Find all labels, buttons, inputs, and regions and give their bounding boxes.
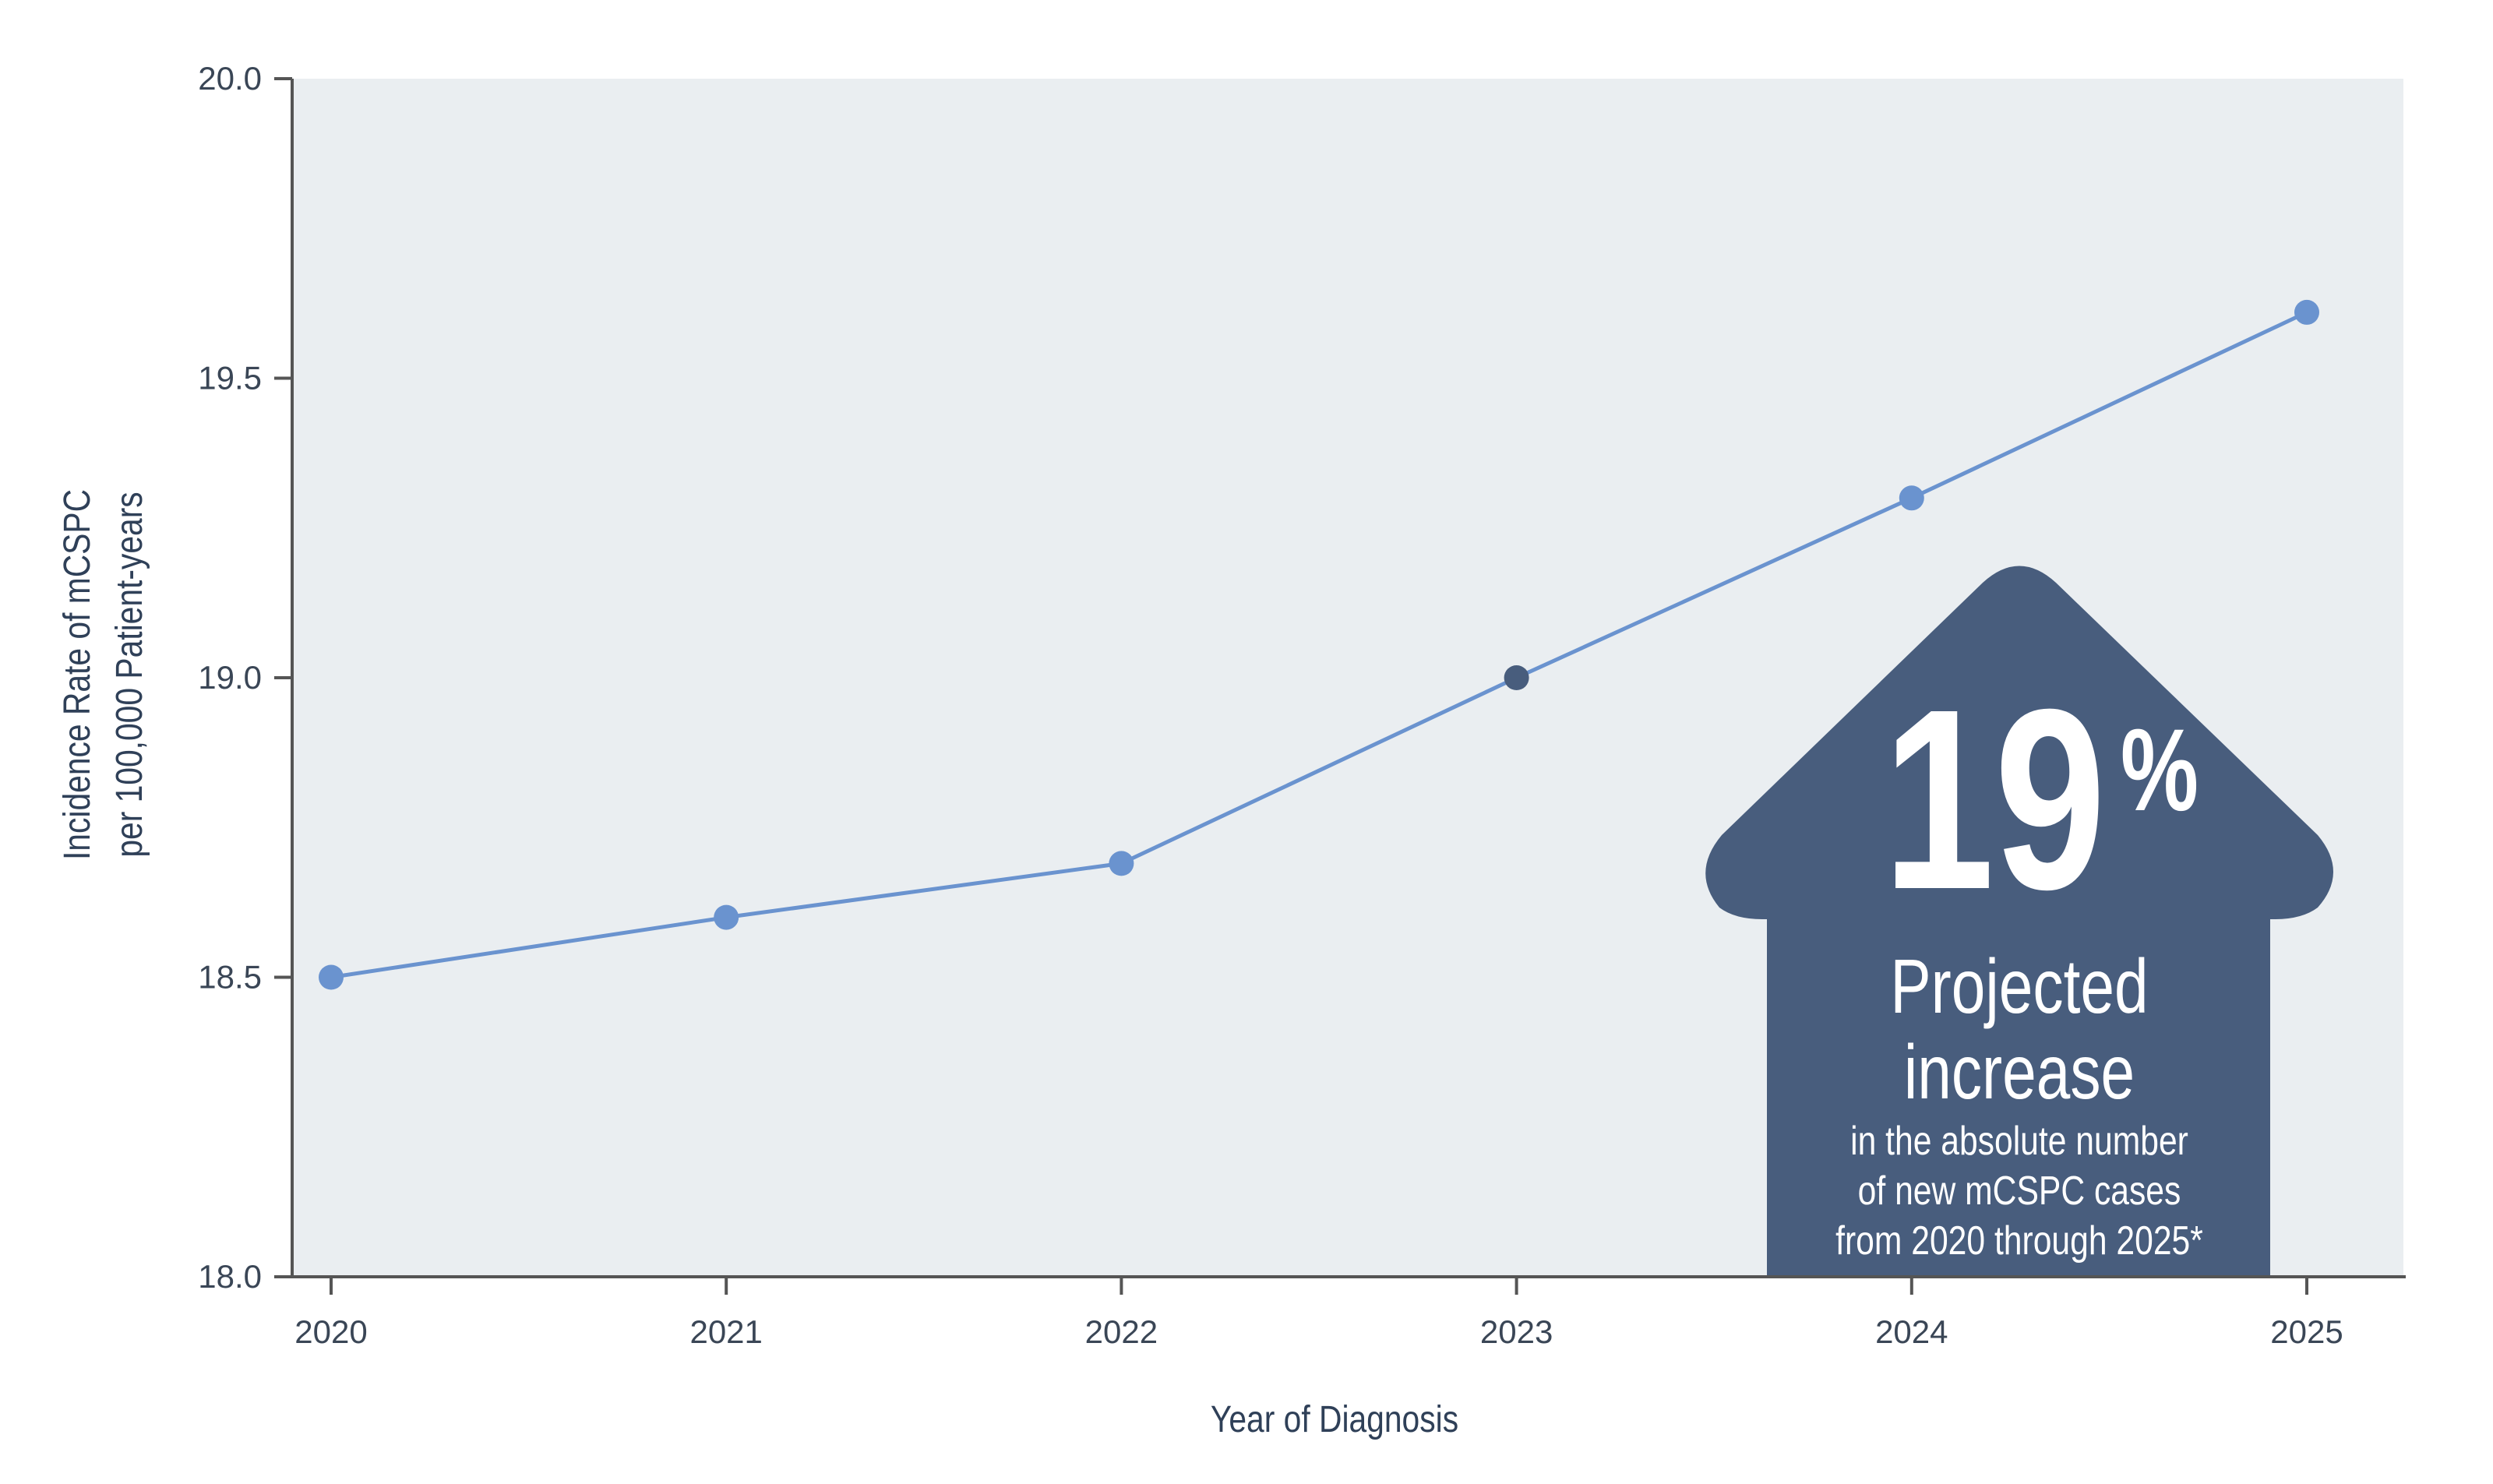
x-tick-label: 2023 [1480, 1313, 1553, 1350]
data-point-2024 [1899, 485, 1924, 511]
line-segment [330, 915, 727, 979]
data-point-2023 [1504, 665, 1529, 690]
y-axis-title-line-1: Incidence Rate of mCSPC [57, 489, 98, 860]
x-tick-label: 2025 [2270, 1313, 2343, 1350]
line-segment [725, 861, 1122, 920]
y-tick-label: 18.0 [198, 1258, 262, 1295]
callout-headline-1: Projected [1890, 944, 2148, 1029]
data-point-2020 [319, 964, 344, 990]
callout-unit: % [2121, 705, 2199, 835]
x-tick-label: 2020 [294, 1313, 367, 1350]
y-axis-title-line-2: per 100,000 Patient-years [109, 492, 150, 857]
x-axis-title: Year of Diagnosis [1211, 1399, 1458, 1440]
callout-headline-2: increase [1904, 1030, 2135, 1115]
callout-detail-1: in the absolute number [1850, 1119, 2188, 1164]
y-tick-label: 18.5 [198, 959, 262, 996]
line-segment [1515, 496, 1913, 680]
callout-value: 19 [1883, 655, 2106, 943]
callout-detail-2: of new mCSPC cases [1858, 1169, 2181, 1214]
line-segment [1120, 675, 1518, 865]
y-tick-label: 19.5 [198, 360, 262, 397]
up-arrow-icon [1705, 566, 2333, 1277]
x-tick-label: 2021 [689, 1313, 762, 1350]
line-segment [1910, 310, 2308, 500]
callout-detail-3: from 2020 through 2025* [1835, 1218, 2203, 1264]
y-tick-label: 19.0 [198, 659, 262, 696]
data-point-2025 [2294, 299, 2319, 325]
data-point-2022 [1109, 851, 1134, 876]
data-point-2021 [714, 904, 739, 930]
x-tick-label: 2022 [1085, 1313, 1158, 1350]
y-tick-label: 20.0 [198, 60, 262, 97]
x-tick-label: 2024 [1875, 1313, 1948, 1350]
